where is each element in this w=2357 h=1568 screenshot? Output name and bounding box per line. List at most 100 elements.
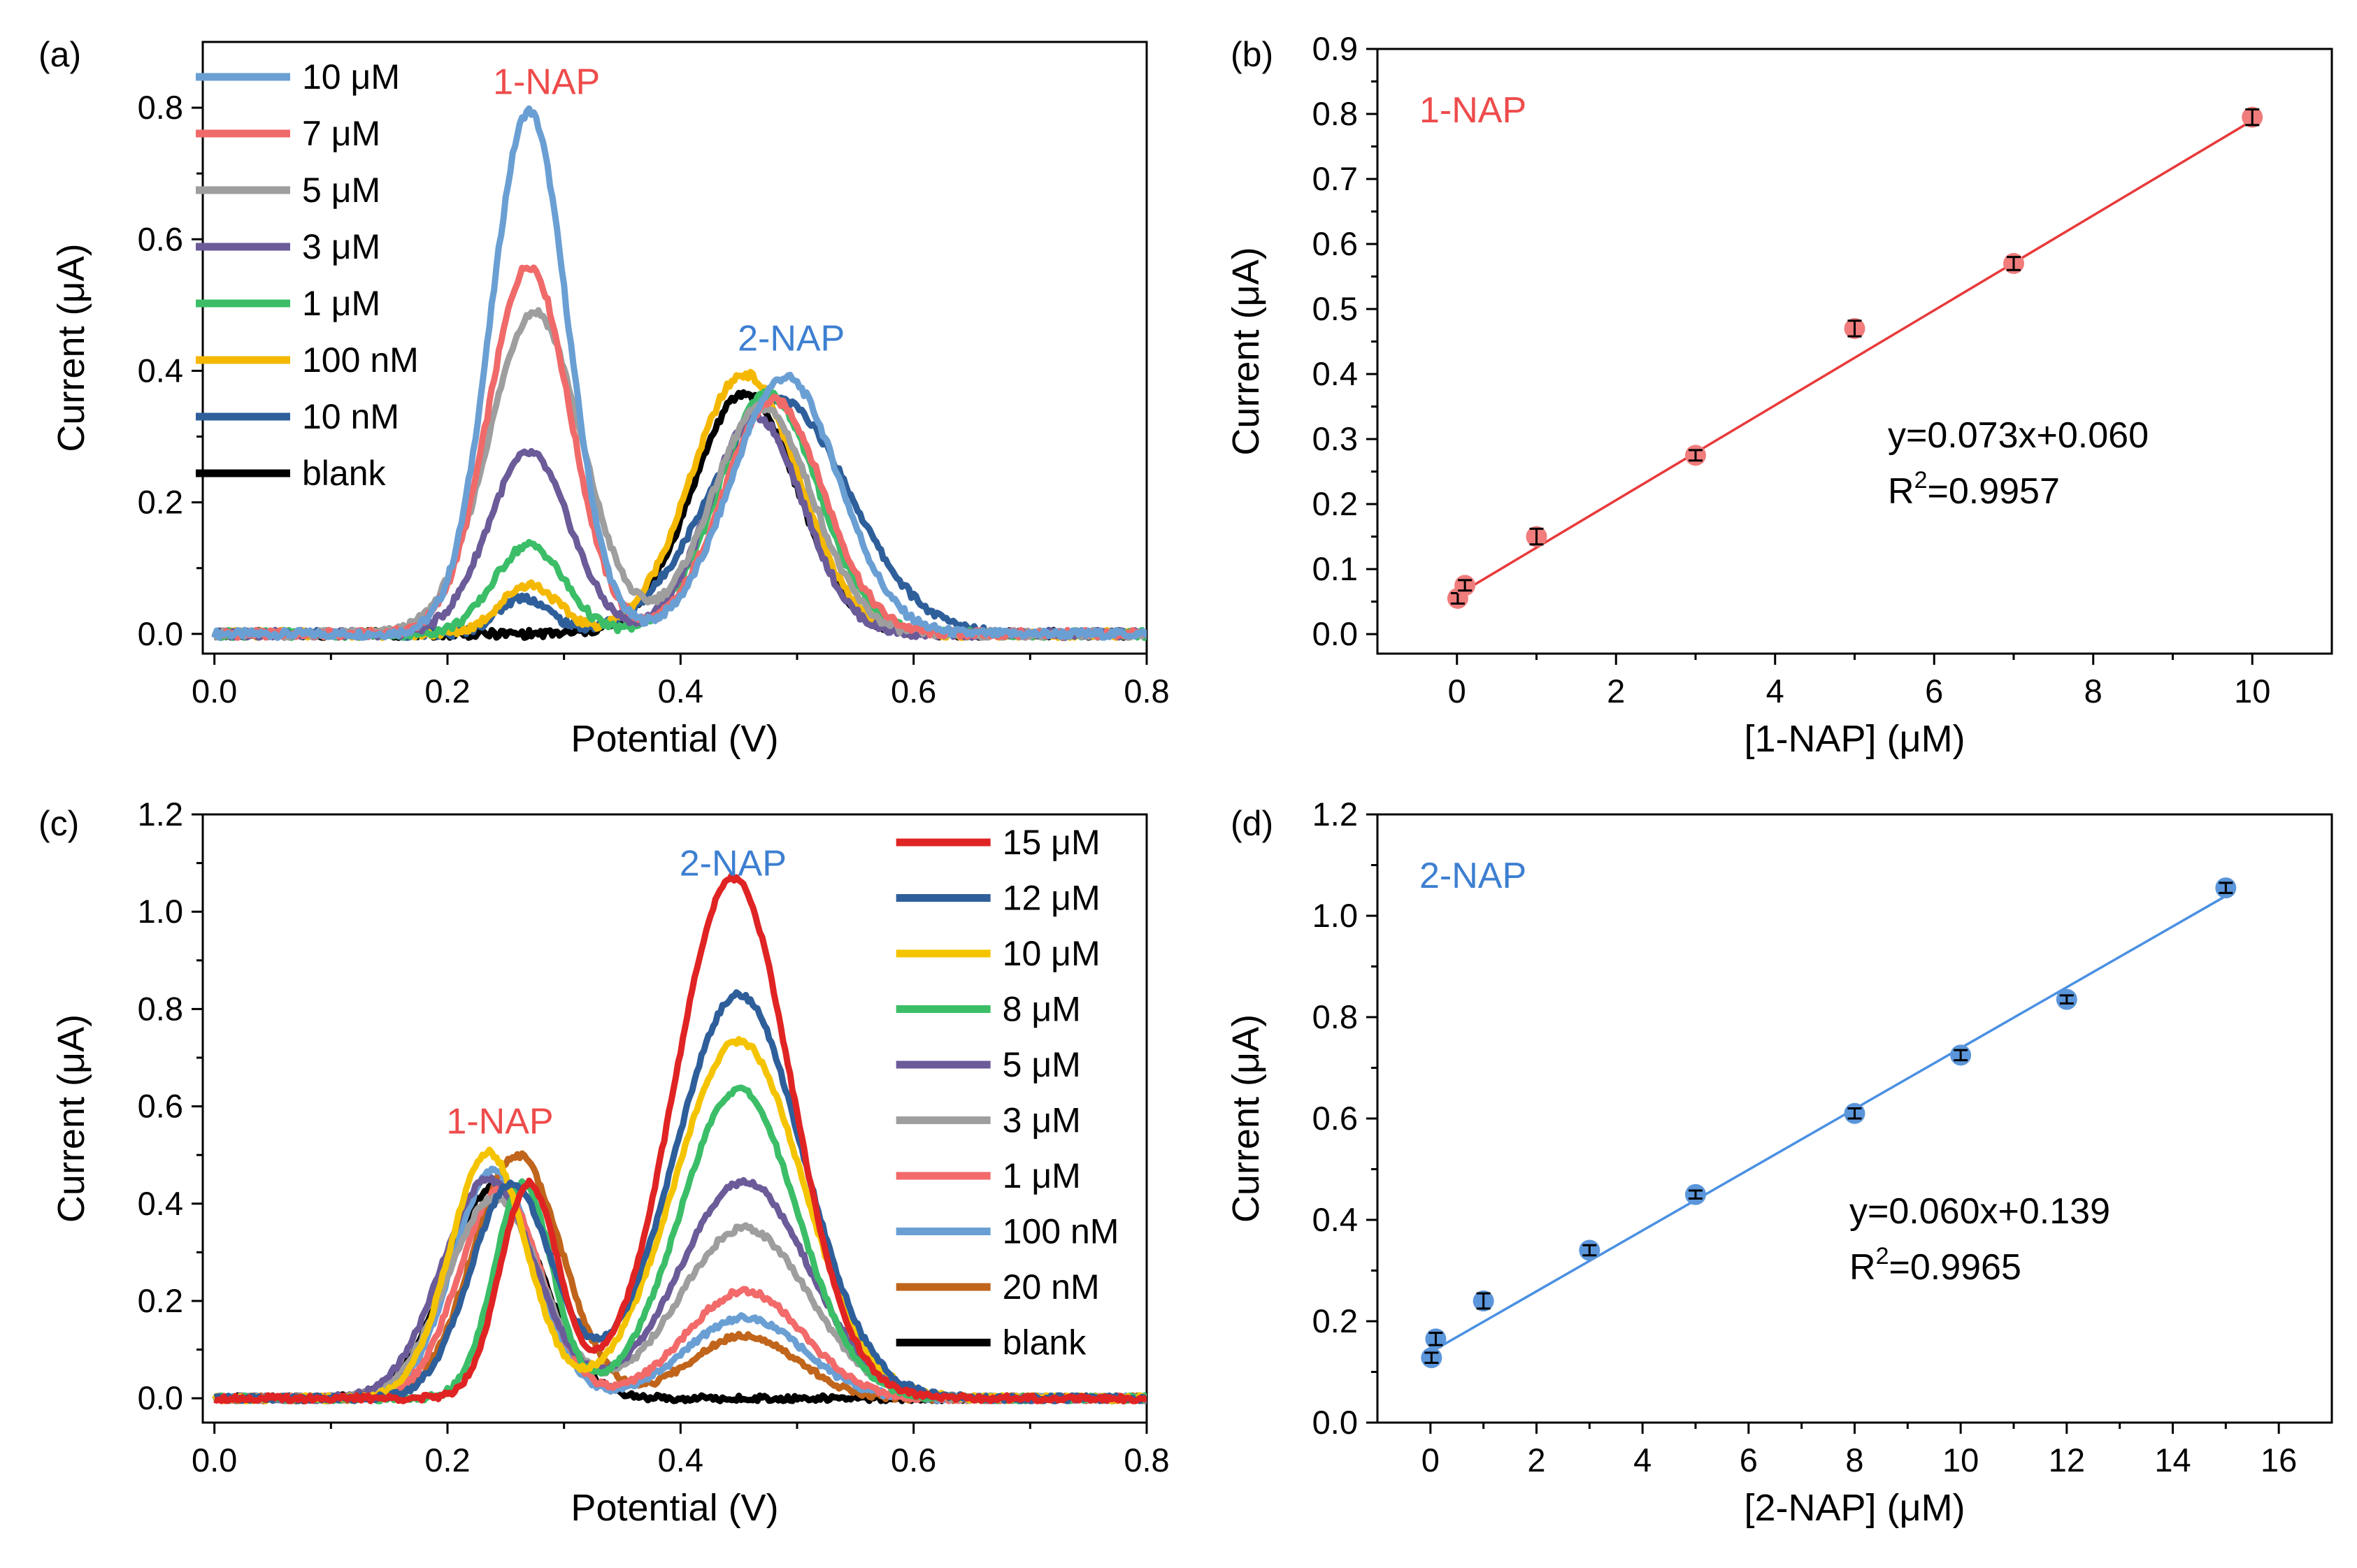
fit-equation: y=0.060x+0.139 <box>1849 1191 2110 1232</box>
y-axis-title: Current (μA) <box>50 1014 92 1223</box>
x-tick-label: 0.4 <box>658 1441 703 1479</box>
peak-label: 1-NAP <box>493 62 600 102</box>
peak-label: 2-NAP <box>738 318 845 359</box>
x-tick-label: 6 <box>1740 1441 1758 1479</box>
panel-a: (a) 0.0 0.2 0.4 0.6 0.8 0.0 0.2 0.4 0.6 0.8 Potenti… <box>38 35 1170 760</box>
x-tick-label: 6 <box>1925 672 1943 710</box>
panel-d: (d) 0 2 4 6 8 10 12 14 16 0.0 0.2 0.4 0.6 0.8 1.0 1.2 [2-… <box>1225 796 2333 1529</box>
x-tick-label: 0.0 <box>192 1441 237 1479</box>
analyte-label: 2-NAP <box>1419 856 1526 896</box>
x-axis-title: Potential (V) <box>571 1487 778 1529</box>
fit-line <box>1456 119 2254 596</box>
r-squared-symbol: R <box>1888 471 1914 512</box>
x-tick-label: 10 <box>1942 1441 1979 1479</box>
y-tick-label: 0.8 <box>138 990 183 1027</box>
y-tick-label: 1.2 <box>1312 796 1358 833</box>
y-tick-label: 0.2 <box>1312 1302 1358 1339</box>
legend-label: 10 μM <box>1003 934 1101 973</box>
plot-frame <box>201 41 1148 655</box>
legend-label: 20 nM <box>1003 1267 1100 1307</box>
peak-label: 2-NAP <box>680 844 787 884</box>
legend-label: 100 nM <box>302 340 419 380</box>
legend: 10 μM 7 μM 5 μM 3 μM 1 μM 100 nM 10 nM blank <box>196 57 419 493</box>
y-tick-label: 0.2 <box>1312 485 1358 522</box>
y-axis-title: Current (μA) <box>50 243 92 452</box>
y-tick-label: 0.4 <box>138 1185 183 1222</box>
legend: 15 μM 12 μM 10 μM 8 μM 5 μM 3 μM 1 μM 100 nM 20 … <box>896 823 1119 1362</box>
y-tick-label: 0.2 <box>138 1282 183 1319</box>
panel-label: (a) <box>38 35 81 74</box>
legend-label: 10 nM <box>302 397 399 436</box>
x-axis-title: [2-NAP] (μM) <box>1744 1487 1965 1529</box>
fit-equation: y=0.073x+0.060 <box>1888 415 2149 456</box>
y-tick-label: 0.9 <box>1312 30 1358 67</box>
plot-frame <box>201 813 1148 1424</box>
x-tick-label: 0.8 <box>1124 1441 1169 1479</box>
y-tick-label: 0.3 <box>1312 420 1358 457</box>
legend-label: 100 nM <box>1003 1212 1119 1251</box>
y-tick-label: 0.6 <box>1312 1100 1358 1137</box>
x-tick-label: 8 <box>1845 1441 1863 1479</box>
legend-label: 3 μM <box>302 227 380 266</box>
series-line-0 <box>211 105 1147 641</box>
fit-line <box>1431 895 2227 1353</box>
y-axis-title: Current (μA) <box>1225 247 1267 455</box>
r-squared-value: =0.9957 <box>1927 471 2059 512</box>
legend-label: 8 μM <box>1003 990 1081 1029</box>
x-tick-label: 0.0 <box>192 672 237 710</box>
r-squared-symbol: R <box>1849 1247 1876 1288</box>
peak-label: 1-NAP <box>446 1101 553 1142</box>
y-tick-label: 0.5 <box>1312 290 1358 327</box>
legend-label: blank <box>1003 1323 1087 1362</box>
legend-label: 1 μM <box>1003 1156 1081 1195</box>
y-tick-label: 0.8 <box>138 89 183 126</box>
x-tick-label: 4 <box>1766 672 1784 710</box>
x-tick-label: 0.8 <box>1124 672 1169 710</box>
legend-label: blank <box>302 454 387 493</box>
x-tick-label: 8 <box>2084 672 2102 710</box>
panel-b: (b) 0 2 4 6 8 10 0.0 0.1 0.2 0.3 0.4 0.5 0.6 0.7 0.8 0.9… <box>1225 30 2333 760</box>
x-tick-label: 14 <box>2154 1441 2191 1479</box>
y-axis-title: Current (μA) <box>1225 1014 1267 1223</box>
y-tick-label: 1.0 <box>1312 897 1358 934</box>
panel-label: (b) <box>1231 35 1273 74</box>
r-squared: R2=0.9965 <box>1849 1243 2021 1288</box>
x-tick-label: 0.2 <box>424 1441 470 1479</box>
x-tick-label: 0 <box>1421 1441 1440 1479</box>
series-line-0 <box>213 872 1147 1404</box>
r-squared: R2=0.9957 <box>1888 467 2060 512</box>
x-tick-label: 16 <box>2261 1441 2297 1479</box>
series-group <box>211 105 1147 641</box>
y-tick-label: 0.0 <box>138 615 183 652</box>
x-axis-title: Potential (V) <box>571 718 778 760</box>
legend-label: 3 μM <box>1003 1101 1081 1140</box>
y-tick-label: 1.2 <box>138 796 183 833</box>
y-tick-label: 0.4 <box>1312 1201 1358 1238</box>
x-tick-label: 0.6 <box>891 672 936 710</box>
legend-label: 1 μM <box>302 284 380 323</box>
x-tick-label: 0 <box>1448 672 1466 710</box>
legend-label: 15 μM <box>1003 823 1101 862</box>
y-tick-label: 0.8 <box>1312 95 1358 132</box>
y-tick-label: 0.6 <box>1312 225 1358 262</box>
x-tick-label: 0.4 <box>658 672 703 710</box>
panel-label: (d) <box>1231 804 1273 843</box>
y-tick-label: 0.6 <box>138 220 183 257</box>
legend-label: 5 μM <box>302 171 380 210</box>
y-tick-label: 0.2 <box>138 484 183 521</box>
legend-label: 12 μM <box>1003 879 1101 918</box>
analyte-label: 1-NAP <box>1419 90 1526 131</box>
series-group <box>211 872 1147 1404</box>
legend-label: 5 μM <box>1003 1045 1081 1084</box>
y-tick-label: 0.0 <box>1312 1404 1358 1441</box>
panel-c: (c) 0.0 0.2 0.4 0.6 0.8 0.0 0.2 0.4 0.6 0.8 1.0 1.2 P… <box>38 796 1170 1529</box>
x-tick-label: 12 <box>2049 1441 2085 1479</box>
y-tick-label: 1.0 <box>138 893 183 930</box>
x-tick-label: 4 <box>1633 1441 1652 1479</box>
x-tick-label: 2 <box>1607 672 1625 710</box>
y-tick-label: 0.1 <box>1312 550 1358 587</box>
x-axis-title: [1-NAP] (μM) <box>1744 718 1965 760</box>
x-tick-label: 0.2 <box>424 672 470 710</box>
x-tick-label: 2 <box>1527 1441 1545 1479</box>
